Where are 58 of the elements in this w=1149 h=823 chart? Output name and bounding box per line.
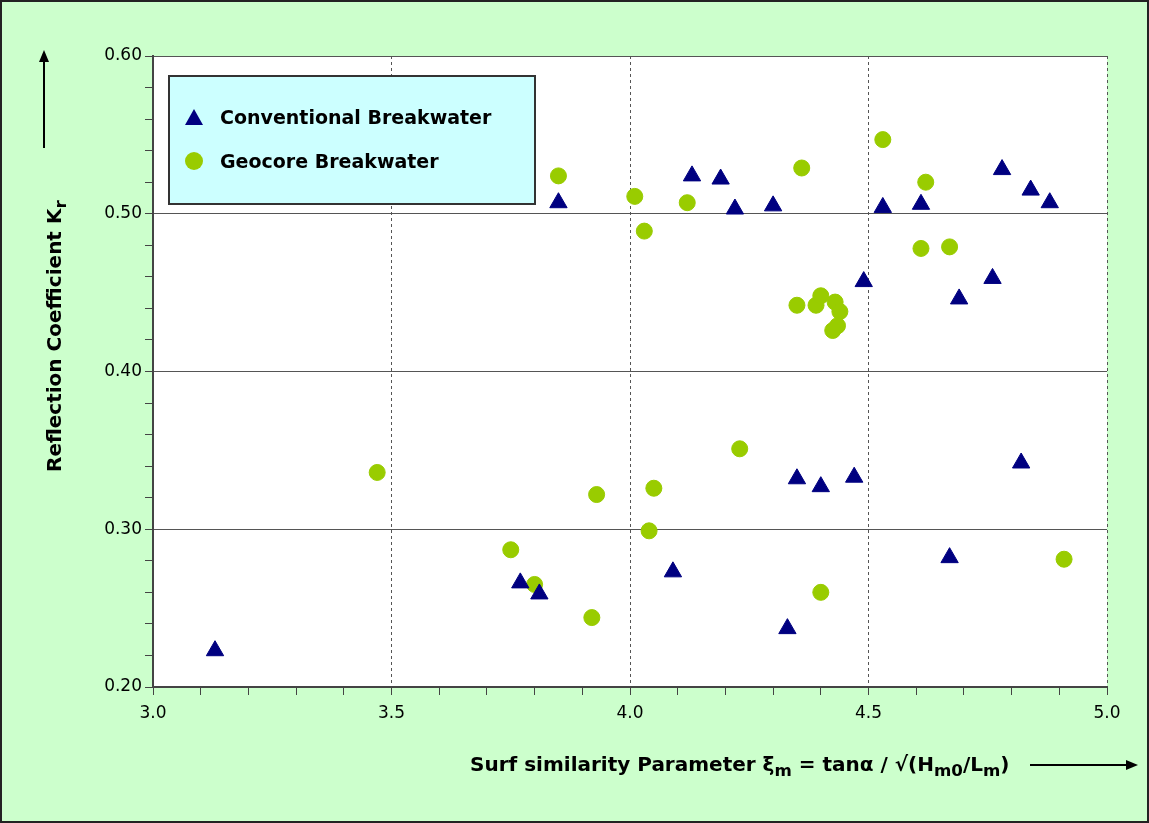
point — [831, 303, 849, 321]
point — [812, 287, 830, 305]
point — [583, 609, 601, 627]
point — [1011, 452, 1031, 469]
x-tick-label: 4.0 — [616, 701, 644, 722]
point — [725, 198, 745, 215]
x-axis-title: Surf similarity Parameter ξ$_{m}$ = tanα / √(H$_{m0}$/L$_{m}$) — [470, 752, 1010, 780]
point — [983, 267, 1002, 284]
point — [854, 271, 873, 288]
point — [626, 187, 644, 205]
point — [731, 440, 749, 458]
point — [763, 195, 783, 212]
x-tick-label: 5.0 — [1093, 701, 1121, 722]
point — [640, 522, 658, 540]
point — [511, 572, 530, 589]
y-tick-label: 0.60 — [104, 44, 142, 65]
point — [912, 239, 930, 257]
y-tick-label: 0.40 — [104, 359, 142, 380]
point — [788, 296, 806, 314]
point — [874, 131, 892, 149]
legend-label: Conventional Breakwater — [220, 106, 492, 128]
point — [992, 159, 1012, 176]
point — [588, 486, 606, 504]
point — [635, 222, 653, 240]
point — [1021, 179, 1040, 196]
point — [811, 476, 830, 493]
point — [873, 196, 892, 213]
point — [549, 192, 568, 209]
point — [682, 165, 702, 182]
y-tick-label: 0.30 — [104, 517, 142, 538]
point — [812, 583, 830, 601]
point — [787, 468, 807, 485]
point — [368, 463, 386, 481]
legend-label: Geocore Breakwater — [220, 150, 439, 172]
point — [845, 466, 864, 483]
point — [793, 159, 811, 177]
point — [1055, 550, 1073, 568]
point — [711, 168, 730, 185]
point — [949, 288, 969, 305]
point — [911, 193, 931, 210]
point — [663, 561, 683, 578]
point — [941, 238, 959, 256]
x-tick-label: 3.0 — [139, 701, 167, 722]
point — [530, 583, 549, 600]
point — [824, 321, 842, 339]
x-tick-label: 4.5 — [854, 701, 883, 722]
x-tick-label: 3.5 — [377, 701, 406, 722]
point — [940, 547, 959, 564]
y-tick-label: 0.50 — [104, 202, 142, 223]
point — [1040, 192, 1059, 209]
point — [678, 194, 696, 212]
point — [549, 167, 567, 185]
point — [502, 541, 520, 559]
point — [778, 618, 797, 635]
point — [917, 173, 935, 191]
y-tick-label: 0.20 — [104, 675, 142, 696]
point — [645, 479, 663, 497]
point — [205, 640, 225, 657]
